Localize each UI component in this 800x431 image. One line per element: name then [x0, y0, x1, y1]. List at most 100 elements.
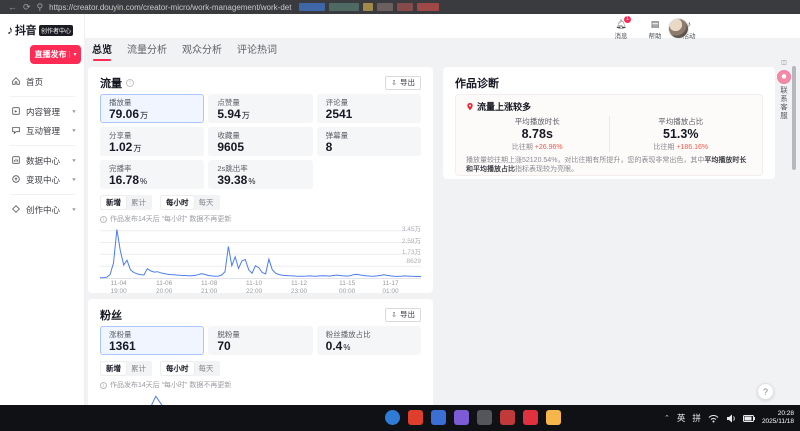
fans-line-chart[interactable]	[100, 393, 421, 405]
stat-value: 8	[325, 140, 333, 154]
note-text: 作品发布14天后 “每小时” 数据不再更新	[110, 216, 232, 223]
scrollbar-thumb[interactable]	[792, 66, 796, 170]
url-text[interactable]: https://creator.douyin.com/creator-micro…	[49, 2, 292, 12]
stat-card-danmu[interactable]: 弹幕量 8	[316, 127, 421, 156]
toggle-hour-vs-day: 每小时 每天	[160, 361, 220, 376]
chevron-down-icon: ▼	[71, 109, 77, 114]
sidebar-item-monetize[interactable]: 变现中心 ▼	[0, 170, 85, 189]
toggle-hour-vs-day: 每小时 每天	[160, 195, 220, 210]
app-purple-icon[interactable]	[454, 410, 469, 425]
x-axis-tick: 11-12 23:00	[290, 280, 308, 295]
stat-card-shares[interactable]: 分享量 1.02万	[100, 127, 205, 156]
stat-card-fans-lost[interactable]: 脱粉量 70	[208, 326, 313, 355]
volume-icon[interactable]	[726, 414, 736, 423]
export-label: 导出	[400, 310, 415, 319]
sidebar: ♪ 抖音 创作者中心 直播发布 ▾ 首页 内容管理 ▼ 互动管理 ▼	[0, 14, 85, 405]
stat-card-fan-play-ratio[interactable]: 粉丝播放占比 0.4%	[316, 326, 421, 355]
info-icon: i	[100, 381, 107, 389]
browser-address-bar[interactable]: ← ⟳ ⚲ https://creator.douyin.com/creator…	[0, 0, 800, 14]
toggle-total[interactable]: 累计	[131, 198, 146, 207]
help-float-button[interactable]: ?	[757, 383, 774, 400]
edge-browser-icon[interactable]	[385, 410, 400, 425]
chevron-down-icon: ▼	[71, 158, 77, 163]
traffic-line-chart[interactable]: 3.45万 2.59万 1.73万 8629	[99, 226, 422, 279]
diagnosis-title: 作品诊断	[455, 77, 499, 90]
stat-card-fans-gained[interactable]: 涨粉量 1361	[100, 326, 205, 355]
tab-traffic-analysis[interactable]: 流量分析	[127, 45, 167, 56]
stat-value: 16.78	[109, 173, 140, 187]
toggle-total[interactable]: 累计	[131, 364, 146, 373]
divider	[10, 96, 75, 97]
stat-value: 39.38	[217, 173, 248, 187]
contact-service-label[interactable]: 联系客服	[779, 86, 789, 120]
tab-comment-words[interactable]: 评论热词	[237, 45, 277, 56]
x-axis-tick: 11-10 22:00	[245, 280, 263, 295]
tray-chevron-icon[interactable]: ⌃	[664, 415, 670, 422]
small-red-app-icon[interactable]	[500, 410, 515, 425]
notifications-button[interactable]: 🔔︎ 1 消息	[610, 16, 632, 40]
info-icon: i	[100, 215, 107, 223]
stat-label: 脱粉量	[217, 330, 240, 339]
stat-card-comments[interactable]: 评论量 2541	[316, 94, 421, 123]
help-button[interactable]: ▤ 帮助	[644, 19, 666, 40]
taskbar-icons	[385, 410, 561, 425]
toggle-new[interactable]: 新增	[101, 196, 126, 209]
xiaohongshu-icon[interactable]	[523, 410, 538, 425]
sidebar-item-content[interactable]: 内容管理 ▼	[0, 102, 85, 121]
sidebar-item-interaction[interactable]: 互动管理 ▼	[0, 121, 85, 140]
diagnosis-tag-label: 流量上涨较多	[477, 102, 532, 112]
stat-unit: %	[248, 177, 256, 186]
sidebar-item-creation[interactable]: 创作中心 ▼	[0, 200, 85, 219]
stat-card-play-count[interactable]: 播放量 79.06万	[100, 94, 205, 123]
customer-service-icon[interactable]	[777, 70, 791, 84]
toggle-hourly[interactable]: 每小时	[161, 362, 194, 375]
creation-icon	[11, 204, 21, 214]
tab-overview[interactable]: 总览	[92, 41, 112, 61]
stat-card-likes[interactable]: 点赞量 5.94万	[208, 94, 313, 123]
app-blue-icon[interactable]	[431, 410, 446, 425]
sidebar-item-label: 变现中心	[26, 174, 61, 185]
taskbar-clock[interactable]: 20:28 2025/11/18	[762, 410, 794, 426]
y-axis-label: 1.73万	[401, 249, 421, 257]
toggle-daily[interactable]: 每天	[198, 198, 214, 207]
toggle-new[interactable]: 新增	[101, 362, 126, 375]
sidebar-item-data[interactable]: 数据中心 ▼	[0, 151, 85, 170]
toggle-daily[interactable]: 每天	[198, 364, 214, 373]
metric-value: 8.78s	[521, 127, 553, 141]
ime-indicator-pinyin[interactable]: 拼	[692, 413, 701, 423]
refresh-icon[interactable]: ⟳	[23, 1, 31, 12]
sidebar-item-home[interactable]: 首页	[0, 72, 85, 91]
collapse-widget-icon[interactable]: ◫	[781, 60, 787, 66]
diagnosis-tag: 流量上涨较多	[466, 100, 752, 113]
tab-audience-analysis[interactable]: 观众分析	[182, 45, 222, 56]
stat-card-favorites[interactable]: 收藏量 9605	[208, 127, 313, 156]
toggle-new-vs-total: 新增 累计	[100, 195, 152, 210]
sidebar-item-label: 互动管理	[26, 125, 61, 136]
stat-card-completion-rate[interactable]: 完播率 16.78%	[100, 160, 205, 189]
stat-card-2s-bounce-rate[interactable]: 2s跳出率 39.38%	[208, 160, 313, 189]
activity-button[interactable]: ♪ 活动	[678, 19, 700, 40]
publish-button[interactable]: 直播发布 ▾	[30, 45, 81, 64]
redacted-block	[299, 3, 326, 11]
douyin-logo-icon: ♪	[7, 23, 13, 37]
data-icon	[11, 155, 21, 165]
avatar[interactable]	[668, 18, 689, 39]
export-button[interactable]: ⇩ 导出	[385, 75, 421, 90]
folder-icon[interactable]	[546, 410, 561, 425]
stat-unit: 万	[241, 111, 250, 120]
info-icon[interactable]: i	[126, 78, 134, 87]
export-button[interactable]: ⇩ 导出	[385, 307, 421, 322]
wps-icon[interactable]	[408, 410, 423, 425]
sidebar-item-label: 首页	[26, 76, 44, 87]
logo[interactable]: ♪ 抖音 创作者中心	[0, 14, 84, 38]
store-app-icon[interactable]	[477, 410, 492, 425]
compare-value: +26.96%	[534, 144, 563, 151]
traffic-cards: 播放量 79.06万 点赞量 5.94万 评论量 2541 分享量 1.02万 …	[100, 94, 421, 189]
wifi-icon[interactable]	[708, 414, 719, 423]
redacted-block	[329, 3, 360, 11]
ime-indicator-en[interactable]: 英	[676, 413, 686, 423]
back-icon[interactable]: ←	[8, 1, 17, 12]
battery-icon[interactable]	[742, 414, 755, 422]
compare-value: +186.16%	[676, 144, 709, 151]
toggle-hourly[interactable]: 每小时	[161, 196, 194, 209]
